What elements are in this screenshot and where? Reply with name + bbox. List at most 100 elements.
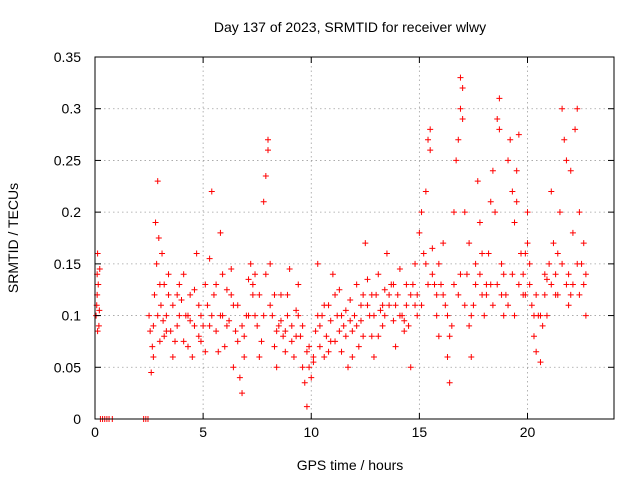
data-point: [256, 291, 263, 298]
data-point: [513, 167, 520, 174]
x-tick-label: 5: [199, 424, 207, 440]
data-point: [314, 260, 321, 267]
data-point: [210, 291, 217, 298]
data-point: [485, 250, 492, 257]
data-point: [505, 157, 512, 164]
data-point: [176, 312, 183, 319]
data-point: [541, 271, 548, 278]
data-point: [556, 209, 563, 216]
data-point: [149, 343, 156, 350]
data-point: [401, 328, 408, 335]
data-point: [459, 116, 466, 123]
data-point: [433, 312, 440, 319]
data-point: [427, 126, 434, 133]
data-point: [336, 328, 343, 335]
y-tick-label: 0.05: [54, 359, 81, 375]
data-point: [466, 240, 473, 247]
data-point: [537, 312, 544, 319]
data-point: [336, 286, 343, 293]
data-point: [515, 281, 522, 288]
data-point: [368, 333, 375, 340]
data-point: [379, 302, 386, 309]
data-point: [530, 333, 537, 340]
data-point: [284, 312, 291, 319]
data-point: [498, 260, 505, 267]
data-point: [450, 281, 457, 288]
data-point: [561, 136, 568, 143]
data-point: [316, 343, 323, 350]
data-point: [184, 312, 191, 319]
x-tick-label: 10: [303, 424, 319, 440]
data-point: [500, 271, 507, 278]
data-point: [157, 302, 164, 309]
data-point: [455, 136, 462, 143]
data-point: [496, 126, 503, 133]
data-point: [160, 317, 167, 324]
data-point: [457, 105, 464, 112]
data-point: [256, 353, 263, 360]
data-point: [552, 271, 559, 278]
data-point: [446, 333, 453, 340]
data-point: [349, 328, 356, 335]
data-point: [299, 364, 306, 371]
data-point: [223, 286, 230, 293]
data-point: [303, 348, 310, 355]
data-point: [392, 343, 399, 350]
data-point: [375, 333, 382, 340]
data-point: [262, 172, 269, 179]
data-point: [325, 348, 332, 355]
data-point: [197, 312, 204, 319]
data-point: [541, 291, 548, 298]
data-point: [347, 317, 354, 324]
data-point: [520, 291, 527, 298]
data-point: [202, 281, 209, 288]
data-point: [533, 348, 540, 355]
data-point: [314, 312, 321, 319]
data-point: [574, 105, 581, 112]
data-point: [180, 338, 187, 345]
data-point: [546, 260, 553, 267]
data-point: [522, 250, 529, 257]
data-point: [265, 136, 271, 143]
data-points: [93, 74, 589, 422]
data-point: [559, 105, 566, 112]
x-tick-label: 15: [412, 424, 428, 440]
data-point: [526, 260, 533, 267]
data-point: [180, 271, 187, 278]
data-point: [195, 333, 202, 340]
data-point: [572, 126, 579, 133]
data-point: [494, 281, 501, 288]
data-point: [418, 302, 425, 309]
data-point: [342, 307, 349, 314]
data-point: [195, 302, 202, 309]
data-point: [146, 312, 153, 319]
data-point: [277, 291, 284, 298]
data-point: [262, 271, 269, 278]
data-point: [191, 322, 198, 329]
data-point: [288, 338, 295, 345]
data-point: [191, 286, 198, 293]
data-point: [284, 291, 291, 298]
data-point: [249, 281, 256, 288]
data-point: [286, 266, 293, 273]
data-point: [357, 317, 364, 324]
data-point: [431, 281, 438, 288]
data-point: [472, 260, 479, 267]
data-point: [293, 307, 300, 314]
data-point: [217, 229, 224, 236]
data-point: [340, 322, 347, 329]
y-tick-label: 0.35: [54, 49, 81, 65]
data-point: [245, 312, 252, 319]
data-point: [273, 364, 280, 371]
data-point: [513, 198, 520, 205]
data-point: [208, 188, 215, 195]
data-point: [500, 312, 507, 319]
data-point: [422, 188, 429, 195]
y-tick-label: 0.15: [54, 256, 81, 272]
data-point: [321, 302, 328, 309]
data-point: [308, 374, 315, 381]
data-point: [345, 364, 352, 371]
data-point: [282, 328, 289, 335]
data-point: [96, 307, 103, 314]
data-point: [213, 328, 220, 335]
